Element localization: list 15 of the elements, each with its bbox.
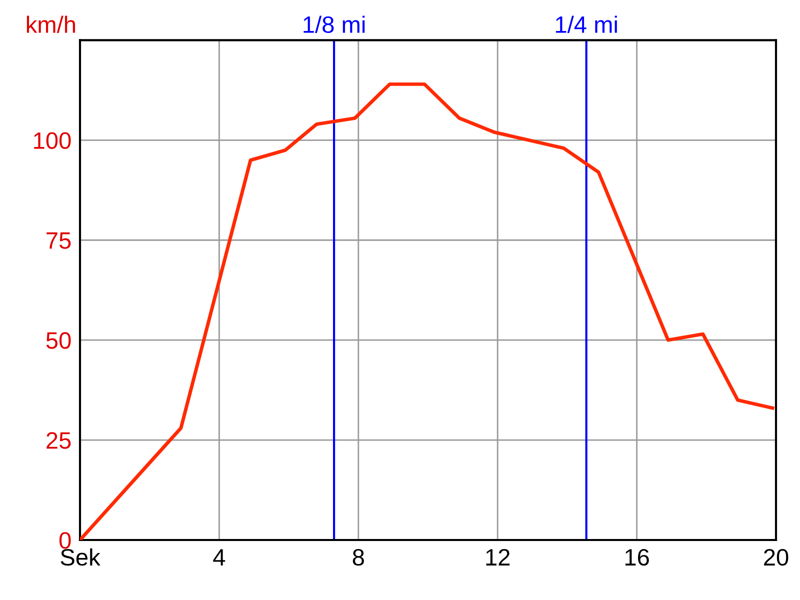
y-tick-label: 0 bbox=[59, 532, 71, 549]
x-tick-label: 12 bbox=[486, 548, 510, 566]
y-axis-title: km/h bbox=[26, 16, 75, 34]
line-series bbox=[80, 82, 774, 540]
ref-line-label: 1/8 mi bbox=[304, 16, 365, 34]
y-tick-label: 100 bbox=[34, 132, 71, 149]
x-tick-label: 20 bbox=[764, 548, 788, 566]
ref-line-label: 1/4 mi bbox=[556, 16, 617, 34]
x-tick-label: Sek bbox=[60, 548, 100, 566]
y-tick-label: 50 bbox=[46, 332, 71, 349]
y-tick-label: 75 bbox=[46, 232, 71, 249]
x-tick-label: 16 bbox=[625, 548, 649, 566]
x-tick-label: 8 bbox=[352, 548, 364, 566]
x-tick-label: 4 bbox=[213, 549, 226, 566]
y-tick-label: 25 bbox=[46, 432, 71, 449]
